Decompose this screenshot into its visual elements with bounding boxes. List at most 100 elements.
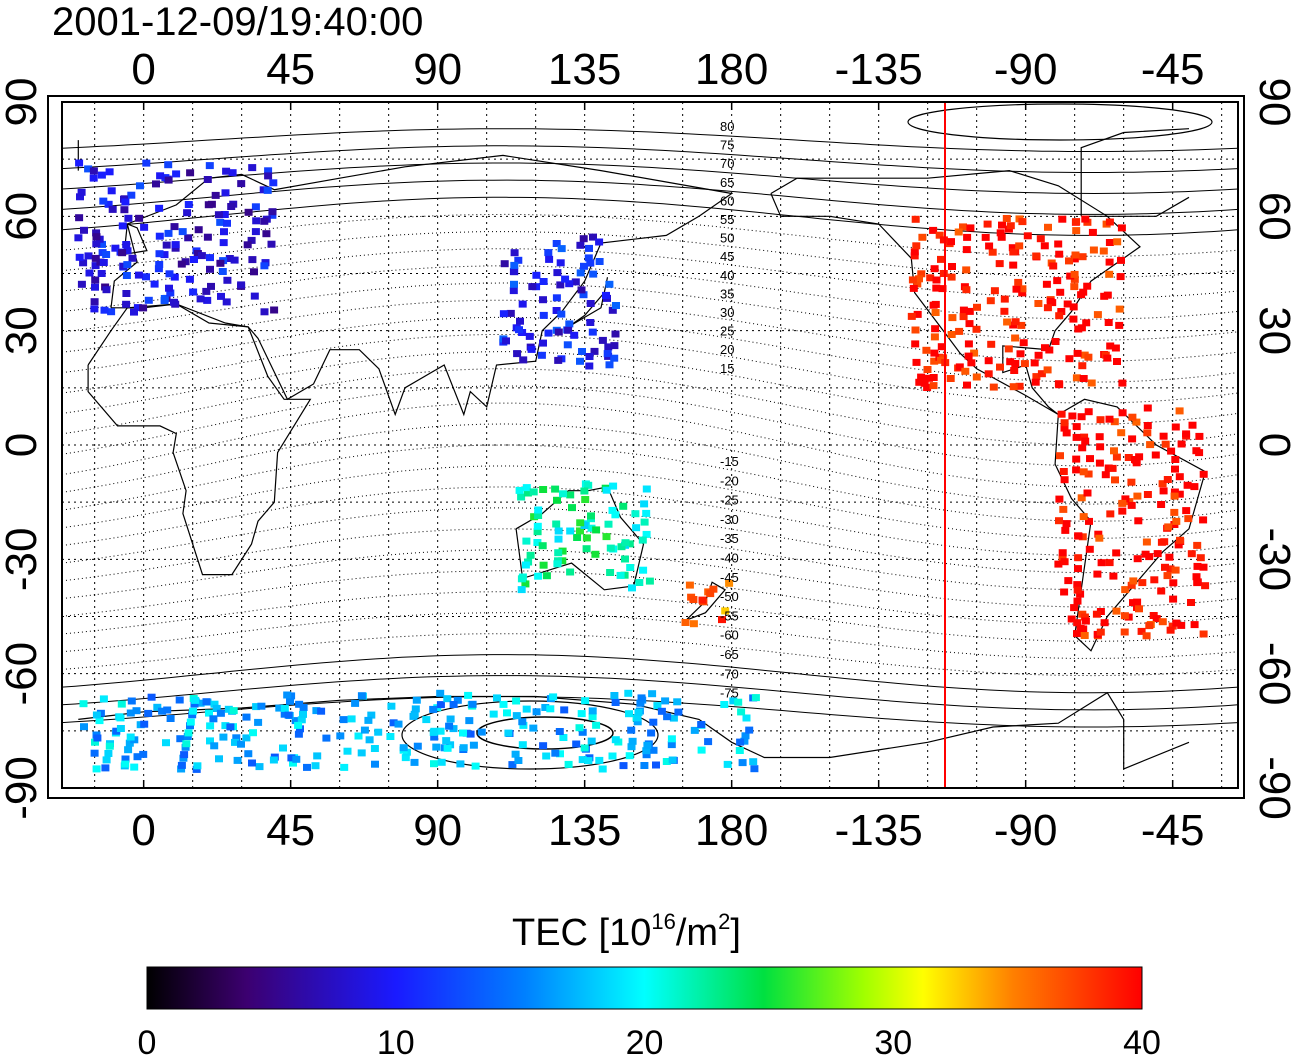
tec-data-point xyxy=(565,280,574,288)
tec-data-point xyxy=(105,742,114,750)
tec-data-point xyxy=(206,722,215,730)
tec-data-point xyxy=(532,271,541,279)
tec-data-point xyxy=(515,486,524,494)
y-tick-label-left: 60 xyxy=(0,192,46,241)
tec-data-point xyxy=(627,726,636,734)
tec-data-point xyxy=(637,694,646,702)
tec-data-point xyxy=(939,236,948,244)
tec-data-point xyxy=(1201,582,1210,590)
tec-data-point xyxy=(122,300,131,308)
tec-data-point xyxy=(1095,459,1104,467)
mag-lat-label: -65 xyxy=(720,647,739,662)
tec-data-point xyxy=(512,712,521,720)
tec-data-point xyxy=(387,702,396,710)
tec-data-point xyxy=(738,759,747,767)
mag-lat-contour xyxy=(62,507,1238,574)
tec-data-point xyxy=(1158,480,1167,488)
tec-data-point xyxy=(442,737,451,745)
tec-data-point xyxy=(374,728,383,736)
tec-data-point xyxy=(469,741,478,749)
tec-data-point xyxy=(1118,507,1127,515)
tec-data-point xyxy=(652,761,660,769)
mag-lat-label: -20 xyxy=(720,473,739,488)
tec-data-point xyxy=(247,236,256,244)
tec-data-point xyxy=(287,754,296,762)
tec-data-point xyxy=(286,697,294,705)
tec-data-point xyxy=(1006,222,1015,230)
tec-data-point xyxy=(1135,453,1144,461)
tec-data-point xyxy=(411,705,420,713)
y-tick-label-right: 30 xyxy=(1250,306,1292,355)
tec-data-point xyxy=(947,331,956,338)
tec-data-point xyxy=(1199,630,1208,638)
tec-data-point xyxy=(164,176,173,184)
tec-data-point xyxy=(99,259,108,266)
tec-data-point xyxy=(340,763,349,771)
tec-data-point xyxy=(219,733,228,741)
colorbar: TEC [1016/m2] 0 10 20 30 40 xyxy=(138,909,1161,1062)
tec-data-point xyxy=(1060,424,1069,432)
tec-data-point xyxy=(1055,517,1063,525)
tec-data-point xyxy=(989,383,998,391)
tec-data-point xyxy=(542,572,551,580)
tec-data-point xyxy=(297,716,306,724)
tec-data-point xyxy=(737,708,746,716)
tec-data-point xyxy=(1142,632,1151,640)
tec-data-point xyxy=(576,241,585,249)
tec-data-point xyxy=(517,575,526,583)
mag-lat-label: 65 xyxy=(720,175,734,190)
tec-data-point xyxy=(526,551,535,559)
tec-data-point xyxy=(179,754,188,762)
tec-data-point xyxy=(185,275,194,283)
y-tick-label-left: -60 xyxy=(0,642,46,706)
tec-data-point xyxy=(589,233,597,241)
coastline xyxy=(87,303,312,576)
mag-lat-contour xyxy=(62,316,1238,383)
tec-data-point xyxy=(1079,375,1088,382)
tec-data-point xyxy=(911,215,920,223)
tec-data-point xyxy=(248,759,256,767)
tec-data-point xyxy=(357,692,366,700)
tec-data-point xyxy=(1041,344,1049,352)
tec-data-point xyxy=(244,750,253,758)
mag-lat-contour xyxy=(62,162,1238,195)
mag-lat-label: 80 xyxy=(720,119,734,134)
tec-data-point xyxy=(1011,360,1020,367)
tec-data-point xyxy=(1103,354,1112,362)
tec-data-point xyxy=(443,695,452,703)
tec-data-point xyxy=(963,233,972,241)
tec-data-point xyxy=(1002,215,1011,222)
tec-data-point xyxy=(437,758,446,766)
tec-data-point xyxy=(556,281,565,289)
tec-data-point xyxy=(1092,610,1101,618)
tec-data-point xyxy=(365,736,374,744)
tec-data-point xyxy=(92,240,101,248)
tec-data-point xyxy=(685,581,694,589)
tec-data-point xyxy=(430,760,438,768)
tec-data-point xyxy=(1159,487,1168,495)
tec-data-point xyxy=(120,206,129,214)
tec-data-point xyxy=(723,760,732,768)
x-tick-label-top: 0 xyxy=(131,45,155,94)
tec-data-point xyxy=(313,752,322,760)
tec-data-point xyxy=(1058,554,1067,562)
tec-data-point xyxy=(1133,492,1142,500)
tec-data-point xyxy=(545,255,554,263)
tec-data-point xyxy=(681,619,690,626)
tec-data-point xyxy=(1192,573,1201,581)
mag-lat-label: -50 xyxy=(720,589,739,604)
tec-data-point xyxy=(750,765,759,773)
x-tick-label-bottom: 45 xyxy=(266,806,315,855)
tec-data-point xyxy=(598,336,607,344)
tec-data-point xyxy=(250,292,259,300)
tec-data-point xyxy=(1085,545,1094,553)
tec-data-point xyxy=(1073,619,1082,627)
tec-data-point xyxy=(649,746,658,754)
mag-lat-label: -15 xyxy=(720,454,739,469)
tec-data-point xyxy=(1112,453,1121,461)
tec-data-point xyxy=(93,734,102,742)
tec-data-point xyxy=(534,512,543,519)
tec-data-point xyxy=(251,203,260,211)
tec-data-point xyxy=(410,758,419,766)
tec-data-point xyxy=(997,233,1006,241)
